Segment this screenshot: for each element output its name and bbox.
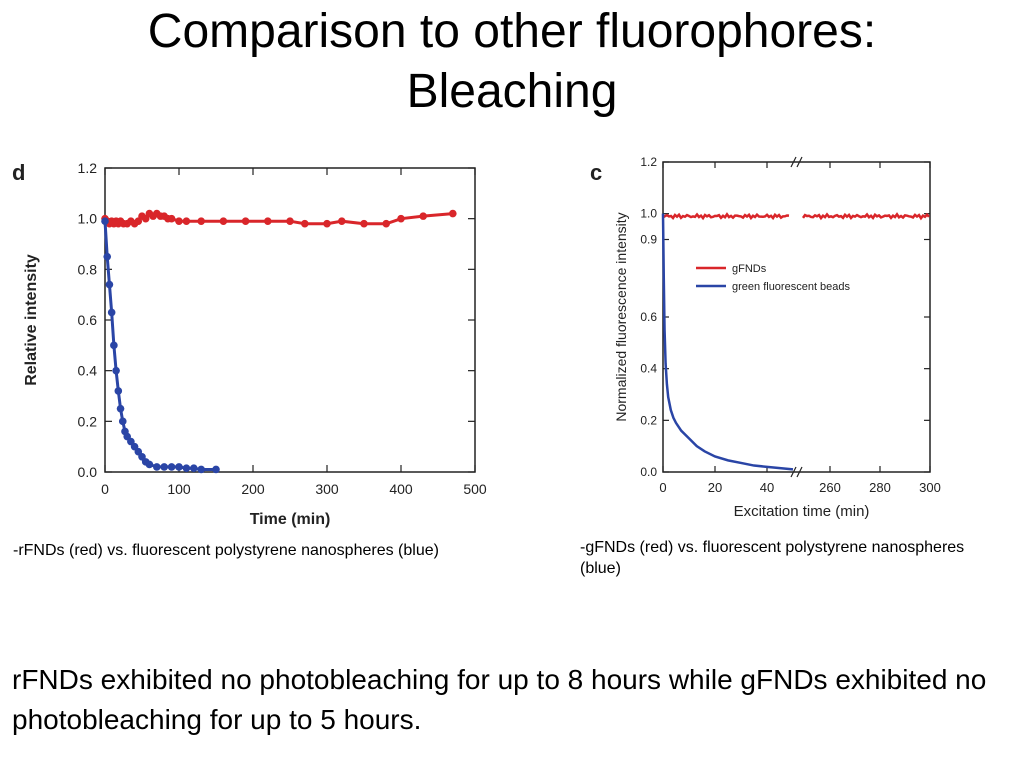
- x-tick-label: 260: [819, 480, 841, 495]
- data-point-red: [449, 209, 457, 218]
- legend-label: green fluorescent beads: [732, 281, 851, 293]
- data-point-red: [197, 217, 205, 225]
- x-axis-label: Excitation time (min): [734, 503, 870, 520]
- data-point-red: [419, 212, 428, 220]
- y-tick-label: 0.4: [640, 362, 657, 376]
- data-point-red: [264, 217, 272, 225]
- panel-label: d: [12, 160, 25, 185]
- legend-label: gFNDs: [732, 263, 767, 275]
- x-axis-label: Time (min): [250, 511, 331, 528]
- data-point-blue: [167, 463, 176, 471]
- data-point-red: [241, 217, 250, 225]
- x-tick-label: 0: [101, 481, 109, 497]
- y-tick-label: 0.2: [640, 413, 657, 427]
- y-tick-label: 1.2: [640, 155, 657, 169]
- chart-gfnd-bleaching: 0.0 0.2 0.4 0.6 0.9 1.0 1.2 0 20 40 260 280 300 Excit…: [590, 155, 941, 520]
- axis-break-mark: [796, 466, 803, 478]
- x-tick-label: 20: [708, 480, 722, 495]
- series-line-beads: [661, 213, 794, 471]
- y-tick-label: 0.9: [640, 233, 657, 247]
- slide-title-line-1: Comparison to other fluorophores:: [147, 5, 877, 58]
- x-tick-label: 300: [315, 481, 339, 497]
- data-point-red: [323, 219, 331, 228]
- slide-title-line-2: Bleaching: [406, 65, 618, 118]
- caption-right: -gFNDs (red) vs. fluorescent polystyrene…: [580, 539, 965, 577]
- data-point-blue: [153, 463, 161, 471]
- plot-frame: [662, 161, 931, 473]
- x-tick-label: 100: [167, 481, 191, 497]
- data-point-blue: [116, 404, 125, 413]
- x-tick-label: 0: [659, 480, 666, 495]
- data-point-red: [182, 217, 191, 225]
- data-point-red: [397, 214, 405, 223]
- data-point-red: [167, 214, 176, 223]
- data-point-red: [360, 219, 368, 228]
- data-point-red: [219, 217, 228, 225]
- data-point-blue: [160, 463, 168, 471]
- y-tick-label: 1.0: [78, 211, 98, 227]
- axis-break-mark: [790, 156, 797, 168]
- data-point-blue: [107, 308, 116, 317]
- caption-left: -rFNDs (red) vs. fluorescent polystyrene…: [13, 542, 439, 559]
- y-tick-label: 1.0: [640, 207, 657, 221]
- data-point-blue: [145, 460, 154, 469]
- data-point-blue: [175, 463, 183, 471]
- x-tick-label: 280: [869, 480, 891, 495]
- y-tick-label: 0.0: [640, 465, 657, 479]
- axis-break-mark: [796, 156, 803, 168]
- x-tick-label: 400: [389, 481, 413, 497]
- slide-title: Comparison to other fluorophores: Bleach…: [0, 2, 1024, 122]
- y-tick-label: 0.2: [78, 413, 98, 429]
- x-tick-label: 500: [463, 481, 487, 497]
- axis-break-mark: [790, 466, 797, 478]
- series-line-gfnds: [662, 212, 790, 221]
- data-point-blue: [105, 280, 114, 289]
- data-point-blue: [112, 366, 120, 375]
- data-point-blue: [212, 465, 220, 474]
- data-point-blue: [110, 341, 118, 350]
- data-point-red: [286, 217, 294, 225]
- data-point-red: [175, 217, 183, 225]
- y-axis-label: Normalized fluorescence intensity: [613, 212, 629, 421]
- data-point-red: [301, 219, 309, 228]
- y-tick-label: 0.0: [78, 464, 98, 480]
- x-tick-label: 200: [241, 481, 265, 497]
- y-axis-label: Relative intensity: [23, 254, 40, 386]
- chart-rfnd-bleaching: 0.0 0.2 0.4 0.6 0.8 1.0 1.2 0 100 200 300 400 500 Tim…: [12, 160, 487, 528]
- x-tick-label: 300: [919, 480, 941, 495]
- data-point-red: [382, 219, 391, 228]
- data-point-blue: [101, 217, 109, 225]
- summary-text: rFNDs exhibited no photobleaching for up…: [12, 664, 987, 735]
- data-point-blue: [103, 252, 112, 261]
- data-point-blue: [197, 465, 205, 474]
- panel-label: c: [590, 160, 602, 185]
- data-point-blue: [182, 464, 191, 473]
- data-point-blue: [118, 417, 127, 426]
- data-point-blue: [114, 387, 123, 395]
- y-tick-label: 0.8: [78, 261, 98, 277]
- y-tick-label: 0.4: [78, 363, 98, 379]
- y-tick-label: 1.2: [78, 160, 98, 176]
- x-tick-label: 40: [760, 480, 774, 495]
- data-point-red: [338, 217, 346, 225]
- y-tick-label: 0.6: [78, 312, 98, 328]
- series-line-gfnds: [801, 212, 930, 221]
- y-tick-label: 0.6: [640, 310, 657, 324]
- data-point-blue: [190, 464, 198, 473]
